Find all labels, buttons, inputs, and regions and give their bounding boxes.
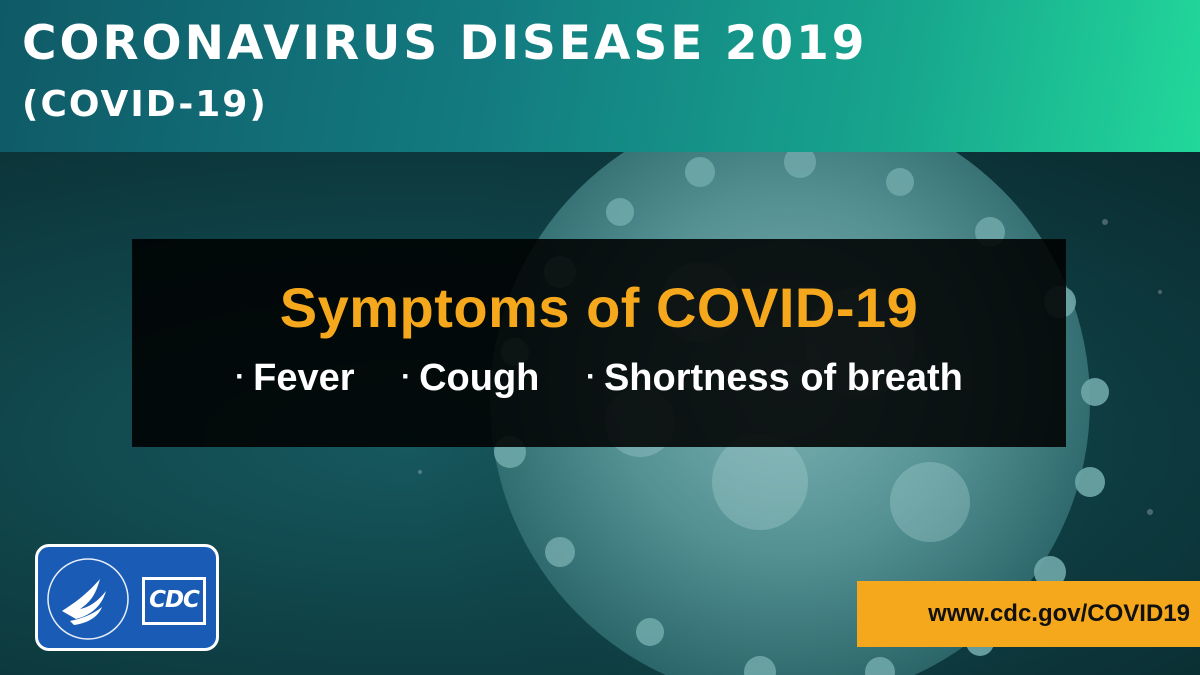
symptoms-heading: Symptoms of COVID-19	[279, 276, 919, 339]
page-subtitle: (COVID-19)	[22, 84, 268, 125]
hhs-seal-icon	[47, 558, 129, 640]
cdc-logo-text: CDC	[149, 587, 200, 613]
list-item: · Cough	[401, 357, 539, 400]
symptom-fever: Fever	[253, 357, 355, 399]
symptom-cough: Cough	[419, 357, 540, 399]
cdc-logo: CDC	[142, 577, 206, 625]
list-item: · Shortness of breath	[586, 357, 963, 400]
bullet-icon: ·	[585, 360, 596, 393]
header-banner: CORONAVIRUS DISEASE 2019 (COVID-19)	[0, 0, 1200, 152]
symptoms-list: · Fever · Cough · Shortness of breath	[132, 357, 1066, 400]
list-item: · Fever	[235, 357, 354, 400]
symptom-shortness-of-breath: Shortness of breath	[603, 357, 963, 399]
hhs-cdc-logo: CDC	[35, 544, 219, 651]
symptoms-banner: Symptoms of COVID-19 · Fever · Cough · Shor…	[132, 239, 1066, 447]
bullet-icon: ·	[401, 360, 412, 393]
cdc-url-link[interactable]: www.cdc.gov/COVID19	[928, 600, 1190, 627]
bullet-icon: ·	[235, 360, 246, 393]
url-badge[interactable]: www.cdc.gov/COVID19	[857, 581, 1200, 647]
page-title: CORONAVIRUS DISEASE 2019	[22, 16, 868, 71]
